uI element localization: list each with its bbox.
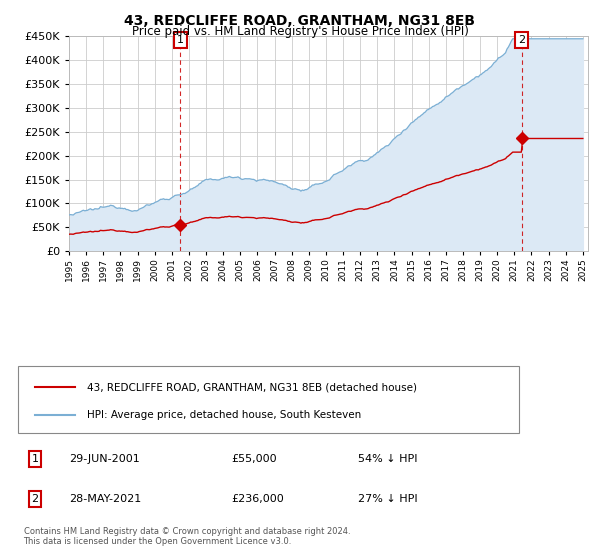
Text: 29-JUN-2001: 29-JUN-2001 (70, 454, 140, 464)
Text: 1: 1 (177, 35, 184, 45)
Text: 2: 2 (518, 35, 525, 45)
Text: 43, REDCLIFFE ROAD, GRANTHAM, NG31 8EB: 43, REDCLIFFE ROAD, GRANTHAM, NG31 8EB (125, 14, 476, 28)
Text: £236,000: £236,000 (231, 494, 284, 504)
Text: 1: 1 (32, 454, 38, 464)
Text: 27% ↓ HPI: 27% ↓ HPI (358, 494, 417, 504)
Text: £55,000: £55,000 (231, 454, 277, 464)
Text: HPI: Average price, detached house, South Kesteven: HPI: Average price, detached house, Sout… (87, 410, 361, 420)
Text: 54% ↓ HPI: 54% ↓ HPI (358, 454, 417, 464)
FancyBboxPatch shape (18, 366, 519, 433)
Text: 28-MAY-2021: 28-MAY-2021 (70, 494, 142, 504)
Text: 2: 2 (31, 494, 38, 504)
Text: 43, REDCLIFFE ROAD, GRANTHAM, NG31 8EB (detached house): 43, REDCLIFFE ROAD, GRANTHAM, NG31 8EB (… (87, 382, 417, 393)
Text: Price paid vs. HM Land Registry's House Price Index (HPI): Price paid vs. HM Land Registry's House … (131, 25, 469, 38)
Text: Contains HM Land Registry data © Crown copyright and database right 2024.
This d: Contains HM Land Registry data © Crown c… (23, 527, 350, 547)
